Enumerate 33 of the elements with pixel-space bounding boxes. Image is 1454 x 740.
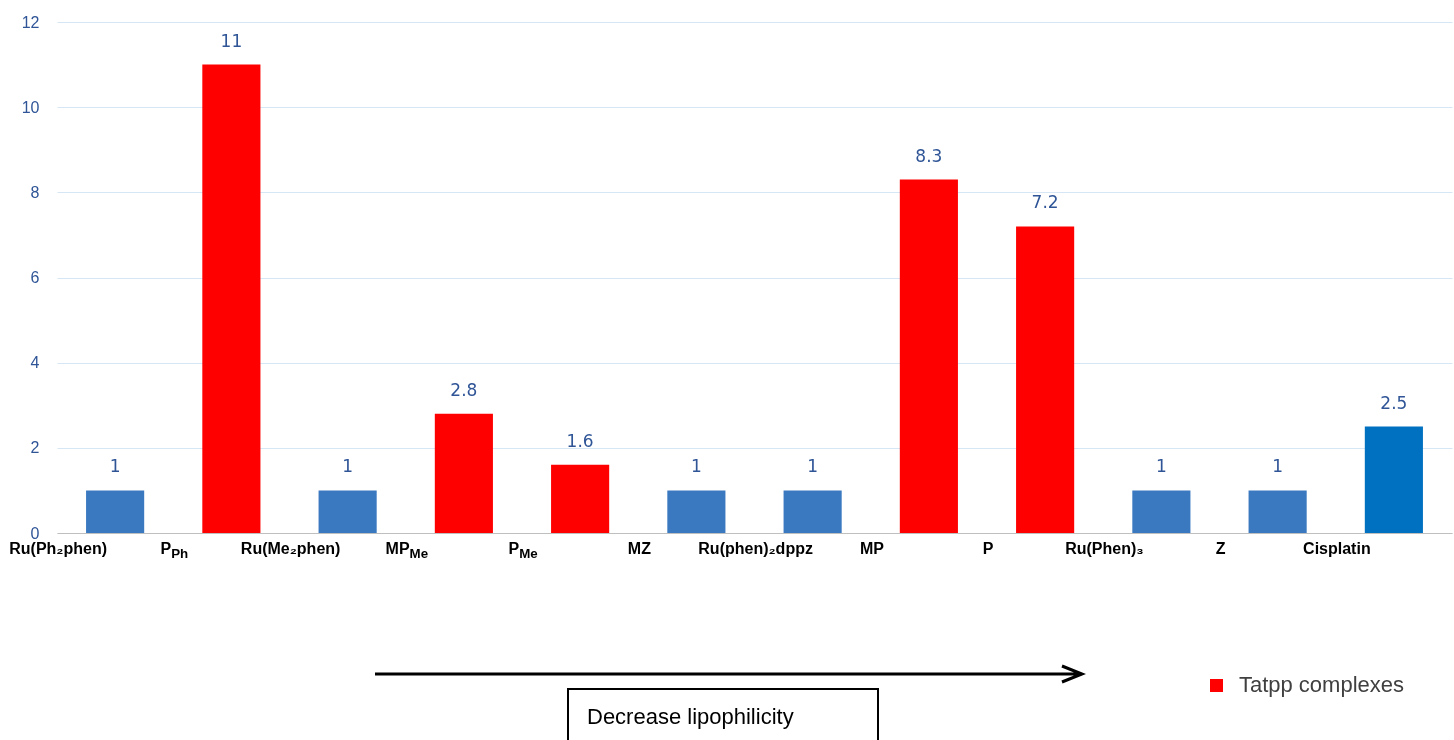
data-label: 1 — [109, 456, 121, 477]
x-tick-label: Ru(Me₂phen) — [240, 540, 341, 558]
y-tick-label: 0 — [30, 524, 40, 542]
data-label: 11 — [220, 30, 243, 51]
y-tick-label: 2 — [30, 439, 40, 457]
x-tick-label: MP — [859, 540, 884, 558]
legend-label: Tatpp complexes — [1238, 672, 1404, 698]
data-label: 1 — [690, 456, 702, 477]
x-tick-label: Cisplatin — [1303, 540, 1371, 558]
data-label: 1 — [1155, 456, 1167, 477]
data-label: 7.2 — [1031, 192, 1059, 213]
x-tick-label: MZ — [627, 540, 651, 558]
data-label: 8.3 — [915, 145, 943, 166]
data-label: 2.5 — [1380, 392, 1408, 413]
x-tick-label: Z — [1215, 540, 1226, 558]
data-label: 1.6 — [566, 430, 594, 451]
data-label: 2.8 — [450, 379, 478, 400]
x-tick-label: Ru(phen)₂dppz — [698, 540, 813, 558]
text-box: Decrease lipophilicity — [567, 688, 879, 740]
x-tick-label: Ru(Ph₂phen) — [9, 540, 108, 558]
x-tick-label: Ru(Phen)₃ — [1065, 540, 1144, 558]
y-tick-label: 6 — [30, 269, 40, 286]
x-tick-label: P — [982, 540, 994, 558]
data-label: 1 — [807, 456, 819, 477]
y-tick-label: 8 — [30, 183, 40, 201]
y-tick-label: 10 — [21, 98, 40, 116]
data-label: 1 — [342, 456, 354, 477]
x-tick-label: MP$_{Me}$ — [385, 540, 429, 562]
data-label: 1 — [1272, 456, 1284, 477]
x-tick-label: P$_{Me}$ — [508, 540, 538, 562]
x-tick-label: P$_{Ph}$ — [160, 540, 189, 562]
y-tick-label: 4 — [30, 354, 40, 372]
y-tick-label: 12 — [21, 13, 40, 31]
